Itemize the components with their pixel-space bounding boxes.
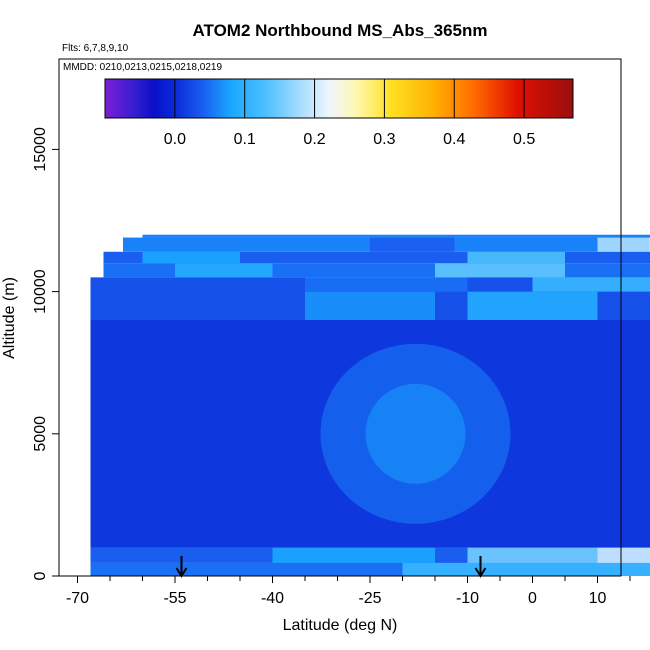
heatmap-cell [370, 237, 455, 252]
heatmap-cell [467, 251, 565, 264]
heatmap-cells [90, 234, 650, 576]
x-tick-label: -40 [261, 590, 284, 607]
colorbar-tick-label: 0.4 [443, 131, 465, 148]
colorbar-tick-label: 0.1 [234, 131, 256, 148]
colorbar: 0.0 0.1 0.2 0.3 0.4 0.5 [104, 78, 574, 148]
x-axis-label: Latitude (deg N) [283, 617, 398, 634]
heatmap-cell [305, 277, 468, 292]
x-tick-label: -10 [456, 590, 479, 607]
y-tick-label: 10000 [32, 269, 49, 314]
dates-subtitle: MMDD: 0210,0213,0215,0218,0219 [63, 62, 222, 73]
colorbar-tick-label: 0.3 [373, 131, 395, 148]
heatmap-cell [402, 562, 650, 576]
heatmap-cell [305, 291, 435, 321]
colorbar-tick-label: 0.0 [164, 131, 186, 148]
y-tick-label: 5000 [32, 416, 49, 452]
heatmap-cell [467, 547, 598, 563]
x-tick-label: -70 [66, 590, 89, 607]
heatmap-cell [142, 251, 240, 264]
heatmap-cell [467, 291, 598, 321]
heatmap-blob [365, 383, 466, 484]
colorbar-bar [104, 78, 574, 119]
plot-frame [58, 58, 622, 577]
flights-subtitle: Flts: 6,7,8,9,10 [62, 43, 129, 54]
heatmap-cell [597, 547, 650, 563]
y-tick-label: 0 [32, 571, 49, 580]
heatmap-cell [532, 277, 650, 292]
y-tick-label: 15000 [32, 127, 49, 172]
heatmap-cell [272, 547, 435, 563]
y-axis: 0 5000 10000 15000 [32, 127, 59, 580]
heatmap-cell [435, 263, 565, 278]
heatmap-cell [597, 237, 650, 252]
heatmap-band [103, 251, 650, 264]
colorbar-tick-label: 0.2 [303, 131, 325, 148]
heatmap-band [142, 234, 650, 238]
y-axis-label: Altitude (m) [1, 277, 18, 359]
heatmap-cell [175, 263, 273, 278]
x-tick-label: 10 [589, 590, 607, 607]
x-axis: -70-55-40-25-1001020304050607080 [66, 576, 631, 607]
x-tick-label: -25 [358, 590, 381, 607]
x-tick-label: -55 [163, 590, 186, 607]
chart-title: ATOM2 Northbound MS_Abs_365nm [192, 21, 487, 40]
colorbar-tick-label: 0.5 [513, 131, 535, 148]
x-tick-label: 0 [528, 590, 537, 607]
